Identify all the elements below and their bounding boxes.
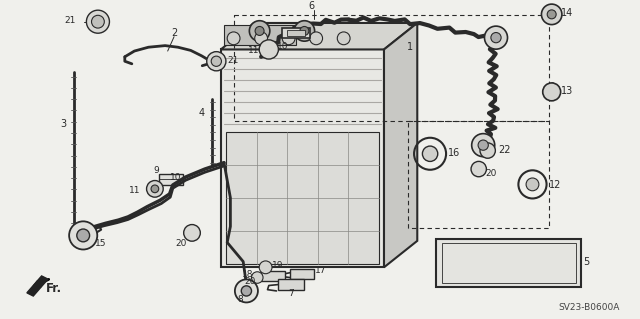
Ellipse shape <box>227 32 240 45</box>
Ellipse shape <box>235 279 258 302</box>
Ellipse shape <box>543 83 561 101</box>
Text: SV23-B0600A: SV23-B0600A <box>558 303 620 312</box>
Text: 8: 8 <box>237 295 243 304</box>
Text: 12: 12 <box>549 180 561 190</box>
Ellipse shape <box>92 15 104 28</box>
Text: 10: 10 <box>170 173 181 182</box>
Bar <box>290 269 314 279</box>
Bar <box>278 279 304 290</box>
Ellipse shape <box>184 225 200 241</box>
Text: 6: 6 <box>308 1 315 11</box>
Bar <box>261 271 285 281</box>
Ellipse shape <box>472 134 495 157</box>
Ellipse shape <box>255 32 268 45</box>
Text: 14: 14 <box>561 8 573 18</box>
Text: 11: 11 <box>248 46 260 55</box>
Ellipse shape <box>526 178 539 191</box>
Text: 22: 22 <box>498 145 511 155</box>
Ellipse shape <box>147 181 163 197</box>
Bar <box>159 174 183 185</box>
Text: 7: 7 <box>289 289 294 298</box>
Ellipse shape <box>547 10 556 19</box>
Text: Fr.: Fr. <box>46 282 62 295</box>
Ellipse shape <box>241 286 252 296</box>
Text: 19: 19 <box>272 261 284 270</box>
Bar <box>442 243 576 283</box>
Text: 16: 16 <box>448 148 460 158</box>
Text: 9: 9 <box>154 166 159 175</box>
Ellipse shape <box>69 221 97 249</box>
Bar <box>234 15 549 121</box>
Ellipse shape <box>207 52 226 71</box>
Ellipse shape <box>422 146 438 161</box>
Ellipse shape <box>252 272 263 283</box>
Text: 15: 15 <box>95 239 106 248</box>
Text: 3: 3 <box>61 119 67 129</box>
Text: 20: 20 <box>244 277 256 286</box>
Ellipse shape <box>86 10 109 33</box>
Text: 18: 18 <box>242 270 253 279</box>
Ellipse shape <box>294 21 315 41</box>
Ellipse shape <box>310 32 323 45</box>
Text: 5: 5 <box>584 256 590 267</box>
Ellipse shape <box>282 32 295 45</box>
Text: 2: 2 <box>171 28 177 39</box>
Text: 10: 10 <box>276 42 288 51</box>
Text: 17: 17 <box>315 266 326 275</box>
Text: 13: 13 <box>561 86 573 96</box>
Text: 21: 21 <box>227 56 239 65</box>
Ellipse shape <box>259 261 272 274</box>
Text: 21: 21 <box>64 16 76 25</box>
Ellipse shape <box>250 21 270 41</box>
Text: 4: 4 <box>198 108 205 118</box>
Bar <box>436 239 581 287</box>
Polygon shape <box>221 23 417 49</box>
Ellipse shape <box>478 140 488 150</box>
Ellipse shape <box>255 26 264 35</box>
Ellipse shape <box>337 32 350 45</box>
Ellipse shape <box>77 229 90 242</box>
Ellipse shape <box>480 143 495 158</box>
Polygon shape <box>221 49 384 267</box>
Ellipse shape <box>541 4 562 25</box>
Text: 20: 20 <box>175 239 187 248</box>
Polygon shape <box>384 23 417 267</box>
Bar <box>282 28 310 38</box>
Ellipse shape <box>151 185 159 193</box>
Ellipse shape <box>300 26 309 35</box>
Bar <box>226 132 379 264</box>
Ellipse shape <box>471 161 486 177</box>
Polygon shape <box>27 276 48 296</box>
Ellipse shape <box>484 26 508 49</box>
Ellipse shape <box>491 33 501 43</box>
Text: 1: 1 <box>407 42 413 52</box>
Bar <box>287 30 305 36</box>
Text: 20: 20 <box>485 169 497 178</box>
Ellipse shape <box>259 40 278 59</box>
Bar <box>408 121 549 228</box>
Text: 11: 11 <box>129 186 141 195</box>
Bar <box>224 25 296 45</box>
Ellipse shape <box>211 56 221 66</box>
